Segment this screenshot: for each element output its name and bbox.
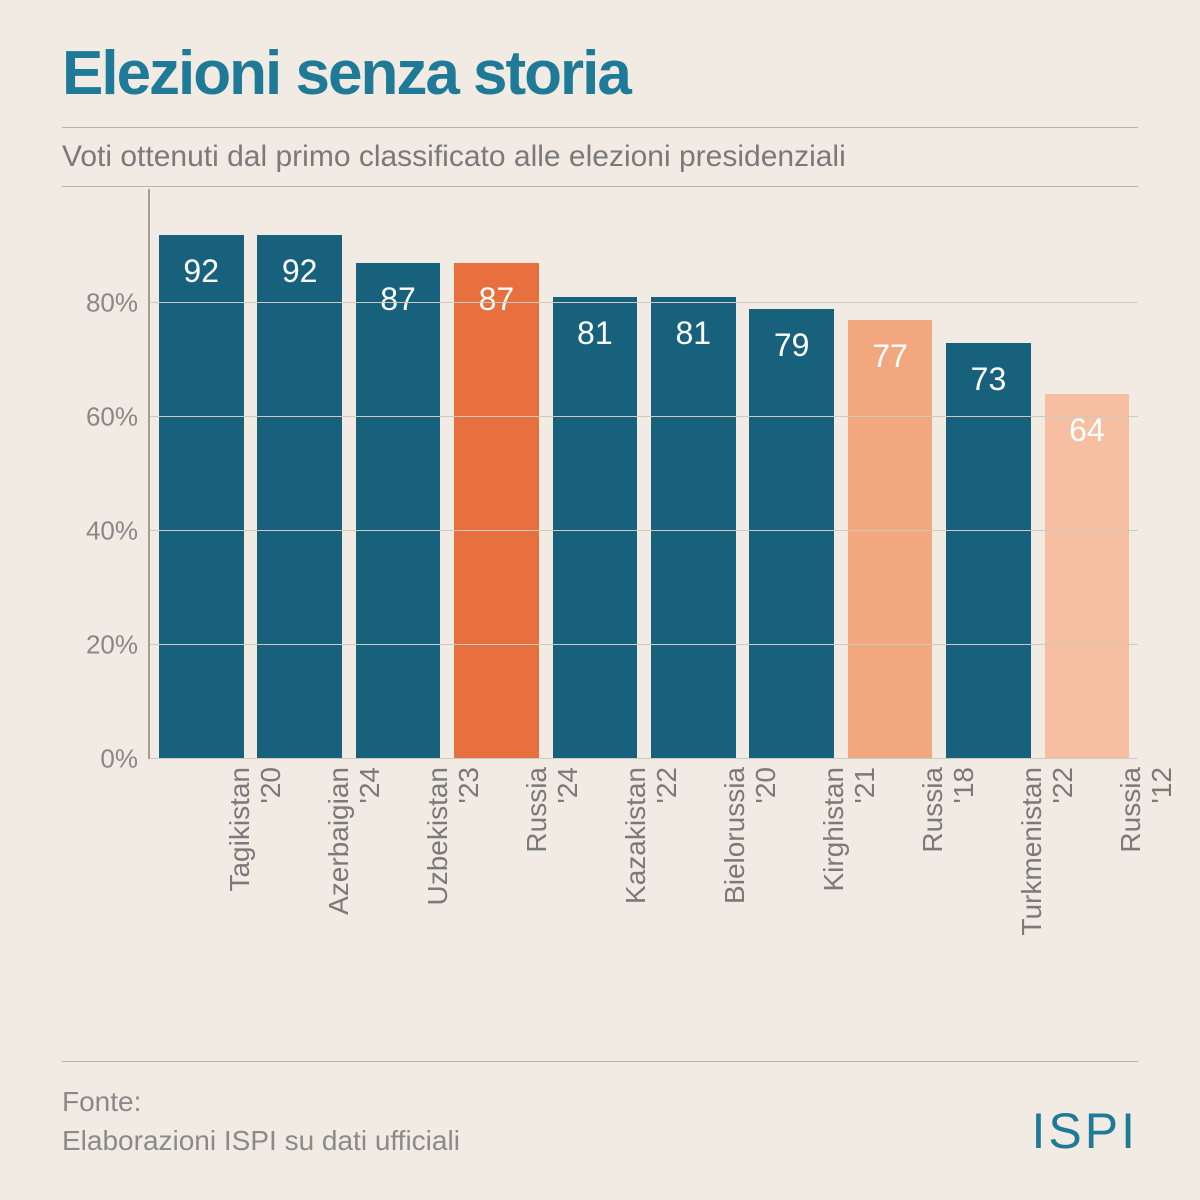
y-tick-label: 0%: [100, 744, 138, 775]
chart-area: 0% 20% 40% 60% 80% 92 92 87 87 81 81 79 77 73 64 Tagi…: [62, 189, 1138, 1061]
bar-slot: 77: [841, 189, 939, 759]
bar-slot: 92: [250, 189, 348, 759]
gridline: [150, 644, 1138, 645]
gridline: [150, 416, 1138, 417]
source-label: Fonte:: [62, 1082, 460, 1121]
bar: 92: [257, 235, 342, 759]
y-tick-label: 40%: [86, 516, 138, 547]
bar-slot: 87: [349, 189, 447, 759]
bar-slot: 64: [1038, 189, 1136, 759]
chart-container: Elezioni senza storia Voti ottenuti dal …: [0, 0, 1200, 1200]
bar-slot: 81: [546, 189, 644, 759]
bar-value-label: 77: [848, 338, 933, 375]
bar-value-label: 92: [159, 253, 244, 290]
bar-value-label: 79: [749, 327, 834, 364]
bar-slot: 73: [939, 189, 1037, 759]
bar: 87: [356, 263, 441, 759]
source-text: Fonte: Elaborazioni ISPI su dati ufficia…: [62, 1082, 460, 1160]
divider-subtitle: [62, 186, 1138, 187]
bar-value-label: 73: [946, 361, 1031, 398]
bar-value-label: 64: [1045, 412, 1130, 449]
chart-title: Elezioni senza storia: [62, 38, 1138, 109]
bar-value-label: 87: [356, 281, 441, 318]
bar: 92: [159, 235, 244, 759]
bar-slot: 79: [742, 189, 840, 759]
y-tick-label: 60%: [86, 402, 138, 433]
gridline: [150, 758, 1138, 759]
bar: 64: [1045, 394, 1130, 759]
chart-subtitle: Voti ottenuti dal primo classificato all…: [62, 140, 1138, 174]
plot-area: 0%20%40%60%80% 92928787818179777364: [62, 189, 1138, 759]
y-tick-label: 80%: [86, 288, 138, 319]
bar: 73: [946, 343, 1031, 759]
bar-value-label: 92: [257, 253, 342, 290]
divider-top: [62, 127, 1138, 128]
y-tick-label: 20%: [86, 630, 138, 661]
bar-value-label: 87: [454, 281, 539, 318]
bar-slot: 92: [152, 189, 250, 759]
source-detail: Elaborazioni ISPI su dati ufficiali: [62, 1121, 460, 1160]
bar: 79: [749, 309, 834, 759]
bar: 87: [454, 263, 539, 759]
bar-slot: 87: [447, 189, 545, 759]
bar-value-label: 81: [553, 315, 638, 352]
y-axis: 0%20%40%60%80%: [62, 189, 148, 759]
gridline: [150, 530, 1138, 531]
x-axis: Tagikistan'20Azerbaigian'24Uzbekistan'23…: [148, 759, 1138, 1009]
bar: 81: [651, 297, 736, 759]
gridline: [150, 302, 1138, 303]
footer: Fonte: Elaborazioni ISPI su dati ufficia…: [62, 1062, 1138, 1160]
bars-row: 92 92 87 87 81 81 79 77 73 64: [150, 189, 1138, 759]
bar-value-label: 81: [651, 315, 736, 352]
bar-slot: 81: [644, 189, 742, 759]
x-tick-slot: Tagikistan'20: [148, 767, 247, 1009]
bars-area: 92 92 87 87 81 81 79 77 73 64: [148, 189, 1138, 759]
logo: ISPI: [1032, 1102, 1138, 1160]
bar: 77: [848, 320, 933, 759]
bar: 81: [553, 297, 638, 759]
